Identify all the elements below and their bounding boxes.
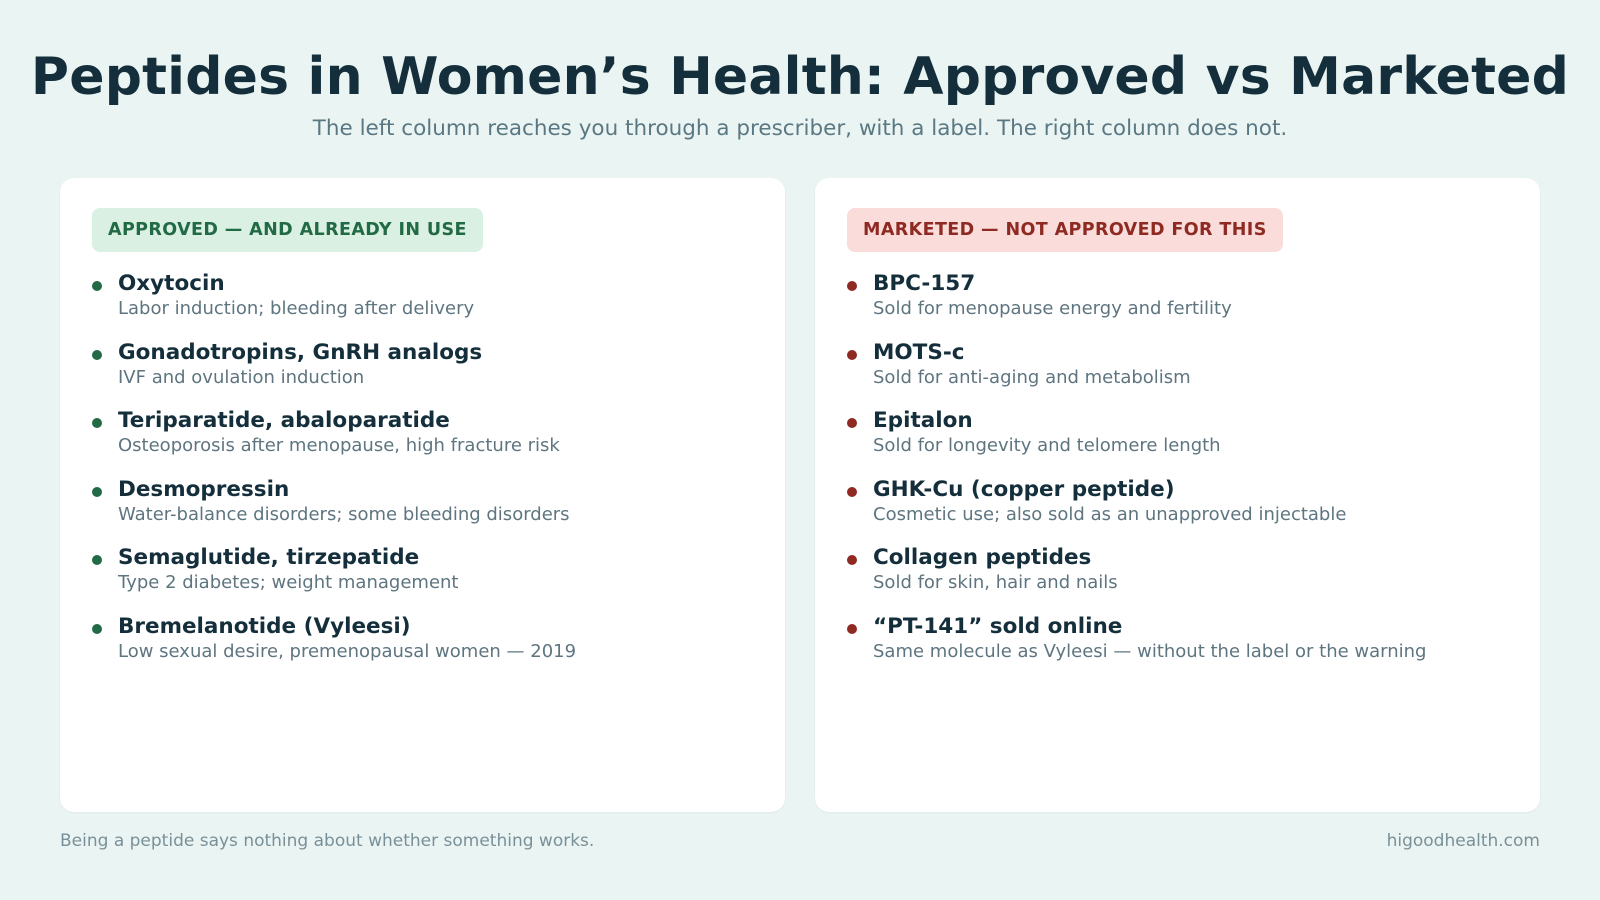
item-name: GHK-Cu (copper peptide)	[873, 476, 1175, 502]
list-item: Desmopressin Water-balance disorders; so…	[92, 476, 765, 545]
item-name: Gonadotropins, GnRH analogs	[118, 339, 483, 365]
list-item: “PT-141” sold online Same molecule as Vy…	[847, 613, 1520, 682]
bullet-dot-icon	[847, 418, 857, 429]
page-subtitle: The left column reaches you through a pr…	[312, 116, 1288, 141]
item-name: Teriparatide, abaloparatide	[118, 408, 450, 434]
item-name: MOTS-c	[873, 339, 965, 365]
item-name: BPC-157	[873, 271, 976, 296]
bullet-dot-icon	[92, 418, 102, 429]
item-name: “PT-141” sold online	[873, 613, 1123, 639]
approved-panel: APPROVED — AND ALREADY IN USE Oxytocin L…	[60, 178, 785, 812]
list-item: Semaglutide, tirzepatide Type 2 diabetes…	[92, 544, 765, 613]
marketed-list: BPC-157 Sold for menopause energy and fe…	[847, 270, 1520, 682]
item-description: Cosmetic use; also sold as an unapproved…	[873, 503, 1347, 525]
item-description: Labor induction; bleeding after delivery	[118, 298, 475, 319]
approved-list: Oxytocin Labor induction; bleeding after…	[92, 270, 765, 682]
item-description: Sold for longevity and telomere length	[873, 435, 1221, 457]
item-name: Bremelanotide (Vyleesi)	[118, 613, 411, 639]
item-description: Sold for menopause energy and fertility	[873, 298, 1232, 319]
bullet-dot-icon	[92, 349, 102, 360]
item-description: Sold for skin, hair and nails	[873, 572, 1118, 594]
marketed-badge: MARKETED — NOT APPROVED FOR THIS	[847, 208, 1283, 252]
item-name: Oxytocin	[118, 271, 225, 296]
list-item: Bremelanotide (Vyleesi) Low sexual desir…	[92, 613, 765, 682]
item-name: Semaglutide, tirzepatide	[118, 545, 420, 571]
item-description: Sold for anti-aging and metabolism	[873, 366, 1191, 388]
bullet-dot-icon	[847, 281, 857, 291]
bullet-dot-icon	[92, 281, 102, 291]
item-name: Epitalon	[873, 408, 973, 434]
bullet-dot-icon	[92, 486, 102, 497]
item-description: Low sexual desire, premenopausal women —…	[118, 640, 577, 662]
footer-note: Being a peptide says nothing about wheth…	[60, 831, 595, 851]
marketed-panel: MARKETED — NOT APPROVED FOR THIS BPC-157…	[815, 178, 1540, 812]
list-item: Epitalon Sold for longevity and telomere…	[847, 407, 1520, 476]
bullet-dot-icon	[847, 623, 857, 634]
bullet-dot-icon	[847, 486, 857, 497]
item-description: Same molecule as Vyleesi — without the l…	[873, 640, 1427, 662]
bullet-dot-icon	[92, 623, 102, 634]
list-item: Collagen peptides Sold for skin, hair an…	[847, 544, 1520, 613]
bullet-dot-icon	[847, 555, 857, 566]
item-name: Collagen peptides	[873, 545, 1092, 571]
bullet-dot-icon	[847, 349, 857, 360]
list-item: Oxytocin Labor induction; bleeding after…	[92, 270, 765, 339]
approved-badge: APPROVED — AND ALREADY IN USE	[92, 208, 483, 252]
item-description: Water-balance disorders; some bleeding d…	[118, 503, 570, 525]
list-item: Teriparatide, abaloparatide Osteoporosis…	[92, 407, 765, 476]
list-item: MOTS-c Sold for anti-aging and metabolis…	[847, 339, 1520, 408]
item-description: Type 2 diabetes; weight management	[118, 572, 459, 594]
item-description: IVF and ovulation induction	[118, 366, 365, 388]
list-item: Gonadotropins, GnRH analogs IVF and ovul…	[92, 339, 765, 408]
bullet-dot-icon	[92, 555, 102, 566]
item-name: Desmopressin	[118, 476, 290, 502]
list-item: GHK-Cu (copper peptide) Cosmetic use; al…	[847, 476, 1520, 545]
page-title: Peptides in Women’s Health: Approved vs …	[30, 47, 1570, 107]
item-description: Osteoporosis after menopause, high fract…	[118, 435, 560, 457]
list-item: BPC-157 Sold for menopause energy and fe…	[847, 270, 1520, 339]
footer-site-link[interactable]: higoodhealth.com	[1386, 831, 1540, 851]
